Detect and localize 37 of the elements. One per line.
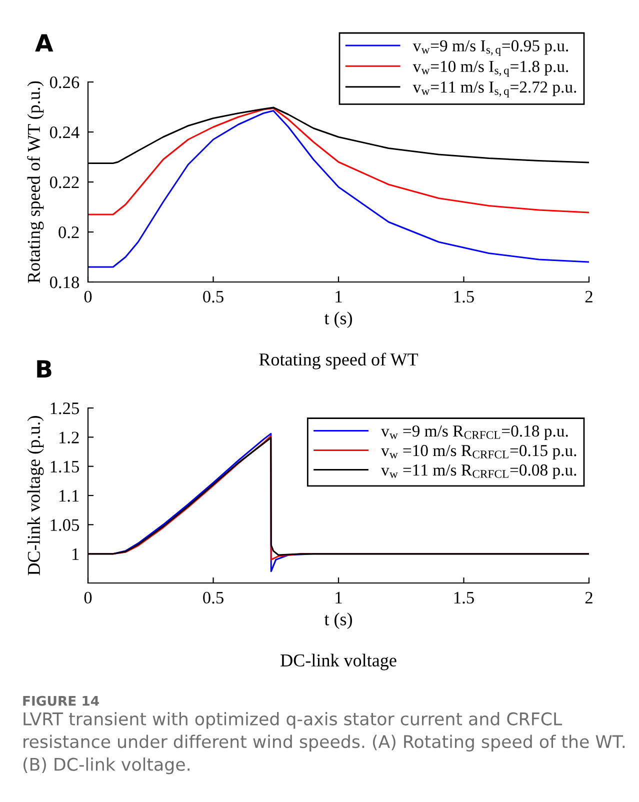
x-tick-label: 0.5 [203,592,224,604]
y-tick-label: 1.2 [59,432,79,444]
x-tick-label: 1 [336,290,342,302]
caption: FIGURE 14 [23,696,99,706]
y-tick-label: 0.2 [58,226,79,238]
text: DC-link voltage [280,654,396,670]
x-tick-label: 1.5 [454,592,474,604]
chart-title: A [35,34,54,52]
legend-label: v$_{w}$=10 m/s I$_{s,q}$=1.8 p.u. [412,60,568,77]
x-tick-label: 1 [336,592,342,604]
y-tick-label: 0.18 [50,276,80,288]
text: Rotating speed of WT [259,352,418,370]
x-tick-label: 0 [84,290,92,303]
y-axis-title: DC-link voltage (p.u.) [27,416,44,576]
legend-label: v$_{w}$ =11 m/s R$_{CRFCL}$=0.08 p.u. [381,464,576,480]
x-tick-label: 2 [585,592,592,604]
x-tick-label: 0.5 [203,290,224,303]
y-tick-label: 1 [72,548,79,560]
legend-label: v$_{w}$ =10 m/s R$_{CRFCL}$=0.15 p.u. [381,444,576,460]
y-tick-label: 0.26 [50,76,80,88]
legend-label: v$_{w}$ =9 m/s R$_{CRFCL}$=0.18 p.u. [381,425,568,440]
y-tick-label: 0.22 [50,176,79,188]
x-axis-title: t (s) [324,312,352,328]
x-axis-title: t (s) [324,612,352,630]
x-tick-label: 2 [585,290,592,302]
y-tick-label: 1.15 [50,460,79,473]
y-tick-label: 0.24 [50,126,80,138]
text: LVRT transient with optimized q-axis stator current and CRFCL resistance under different wind speeds. (A) Rotating speed of the WT. (B) DC-link voltage. [23,712,625,774]
x-tick-label: 1.5 [454,290,474,303]
legend-label: v$_{w}$=11 m/s I$_{s,q}$=2.72 p.u. [412,82,576,98]
y-tick-label: 1.1 [59,490,79,502]
y-tick-label: 1.25 [50,402,79,414]
chart-title: B [37,360,52,378]
y-tick-label: 1.05 [50,519,79,531]
y-axis-title: Rotating speed of WT (p.u.) [27,81,44,283]
legend-label: v$_{w}$=9 m/s I$_{s,q}$=0.95 p.u. [412,40,568,56]
x-tick-label: 0 [84,592,92,604]
